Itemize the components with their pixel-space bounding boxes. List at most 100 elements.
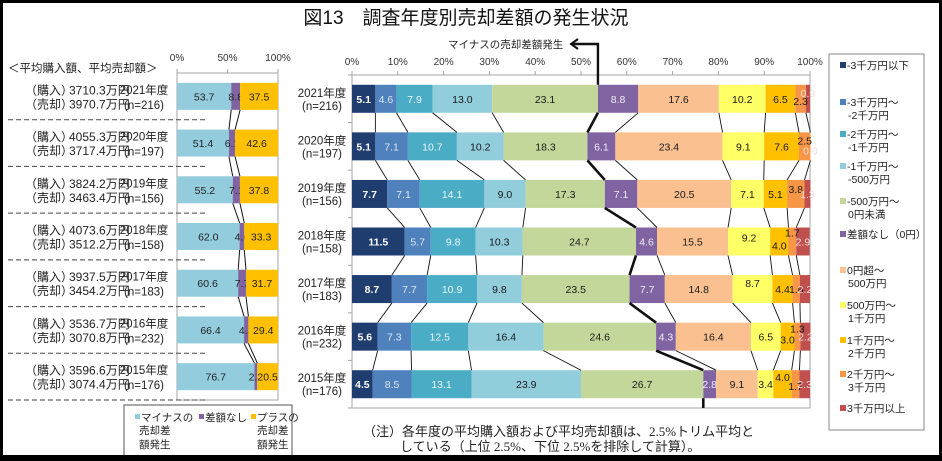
bar-segment bbox=[503, 132, 588, 161]
connector-line bbox=[391, 255, 406, 276]
data-label: 18.3 bbox=[535, 141, 556, 153]
bar-segment bbox=[427, 275, 478, 304]
data-label: 5.1 bbox=[356, 94, 371, 106]
bar-segment bbox=[352, 179, 388, 208]
legend-swatch bbox=[840, 131, 846, 137]
connector-line bbox=[799, 350, 801, 371]
connector-line bbox=[521, 255, 524, 276]
data-label: 2.2 bbox=[798, 284, 813, 296]
bar-segment bbox=[177, 269, 239, 297]
bar-segment bbox=[430, 227, 476, 256]
bar-segment bbox=[177, 363, 255, 391]
purchase-prefix: （購入） bbox=[25, 270, 73, 284]
right-axis-tick-label: 20% bbox=[434, 57, 454, 68]
data-label: 4.4 bbox=[775, 284, 790, 296]
bar-segment bbox=[521, 275, 630, 304]
data-label: 7.1 bbox=[396, 189, 411, 201]
bar-segment bbox=[728, 227, 771, 256]
legend-swatch bbox=[840, 231, 846, 237]
data-label: 5.6 bbox=[358, 332, 373, 344]
bar-segment bbox=[477, 275, 522, 304]
left-panel-header: ＜平均購入額、平均売却額＞ bbox=[8, 61, 158, 75]
bar-segment bbox=[763, 179, 788, 208]
year-label: 2018年度 bbox=[120, 223, 169, 237]
connector-line bbox=[396, 112, 409, 133]
year-label: 2021年度 bbox=[298, 86, 347, 100]
data-label: 76.7 bbox=[206, 372, 227, 384]
bar-segment bbox=[240, 82, 278, 110]
avg-purchase-amount: 4073.6万円 bbox=[69, 224, 130, 238]
bar-segment bbox=[604, 179, 638, 208]
data-label: 2.9 bbox=[796, 237, 811, 249]
data-label: 13.1 bbox=[431, 379, 452, 391]
bar-segment bbox=[788, 227, 797, 256]
bar-segment bbox=[244, 316, 249, 344]
connector-line bbox=[656, 255, 666, 276]
data-label: 37.8 bbox=[249, 185, 270, 197]
data-label: 51.4 bbox=[193, 138, 214, 150]
connector-line bbox=[804, 160, 811, 181]
legend-label: 2千万円～ bbox=[847, 369, 895, 381]
data-label: 6.5 bbox=[758, 332, 773, 344]
year-label: 2017年度 bbox=[120, 270, 169, 284]
legend-swatch bbox=[199, 414, 204, 419]
bar-segment bbox=[238, 269, 246, 297]
sample-size-label: (n=176) bbox=[124, 380, 164, 392]
left-axis-tick-label: 0% bbox=[170, 53, 185, 64]
connector-line bbox=[232, 203, 241, 224]
bar-segment bbox=[407, 132, 457, 161]
bar-segment bbox=[799, 275, 810, 304]
data-label: 7.7 bbox=[640, 284, 655, 296]
minus-boundary-line bbox=[628, 302, 657, 324]
bar-segment bbox=[396, 84, 433, 113]
bar-segment bbox=[597, 84, 639, 113]
data-label: 1.7 bbox=[785, 228, 800, 240]
data-label: 16.4 bbox=[703, 332, 724, 344]
bar-segment bbox=[675, 322, 751, 351]
connector-line bbox=[243, 249, 247, 270]
left-axis-tick-label: 50% bbox=[217, 53, 237, 64]
connector-line bbox=[772, 302, 782, 323]
data-label: 3.4 bbox=[758, 379, 773, 391]
data-label: 0.0 bbox=[803, 145, 818, 157]
connector-line bbox=[792, 303, 795, 323]
legend-label: 額発生 bbox=[139, 438, 171, 451]
purchase-prefix: （購入） bbox=[25, 224, 73, 238]
connector-line bbox=[475, 255, 478, 276]
data-label: 9.8 bbox=[492, 284, 507, 296]
connector-line bbox=[521, 302, 544, 323]
note-line-2: している（上位 2.5%、下位 2.5%を排除して計算）。 bbox=[400, 439, 700, 454]
bar-segment bbox=[525, 179, 605, 208]
legend-label: -3千万円以下 bbox=[847, 60, 909, 72]
left-axis-tick-label: 100% bbox=[265, 53, 291, 64]
bar-segment bbox=[419, 179, 485, 208]
legend-label: -500万円 bbox=[848, 174, 890, 186]
legend-swatch bbox=[840, 198, 846, 204]
bar-segment bbox=[716, 370, 758, 399]
left-stacked-bar-chart: 0% 50% 100%（購入）3710.3万円（売却）3970.7万円2021年度(… bbox=[8, 53, 291, 401]
bar-segment bbox=[770, 227, 789, 256]
connector-line bbox=[732, 302, 752, 323]
figure-title: 図13 調査年度別売却差額の発生状況 bbox=[303, 7, 628, 29]
bar-segment bbox=[764, 132, 800, 161]
bar-segment bbox=[773, 370, 792, 399]
bar-segment bbox=[638, 84, 719, 113]
bar-segment bbox=[750, 322, 781, 351]
connector-line bbox=[722, 160, 732, 181]
connector-line bbox=[234, 156, 241, 177]
data-label: 1.6 bbox=[789, 284, 804, 296]
legend-label: プラスの bbox=[257, 412, 299, 424]
connector-line bbox=[522, 207, 527, 228]
data-label: 23.5 bbox=[566, 284, 587, 296]
connector-line bbox=[788, 255, 794, 276]
legend-label: 1千万円～ bbox=[847, 335, 895, 347]
sample-size-label: (n=197) bbox=[124, 147, 164, 159]
data-label: 6.5 bbox=[773, 94, 788, 106]
legend-label: 500万円 bbox=[848, 278, 887, 290]
bar-segment bbox=[795, 84, 806, 113]
data-label: 14.8 bbox=[688, 284, 709, 296]
bar-segment bbox=[722, 132, 765, 161]
connector-line bbox=[664, 302, 677, 323]
data-label: 7.1 bbox=[614, 189, 629, 201]
connector-line bbox=[239, 203, 245, 224]
